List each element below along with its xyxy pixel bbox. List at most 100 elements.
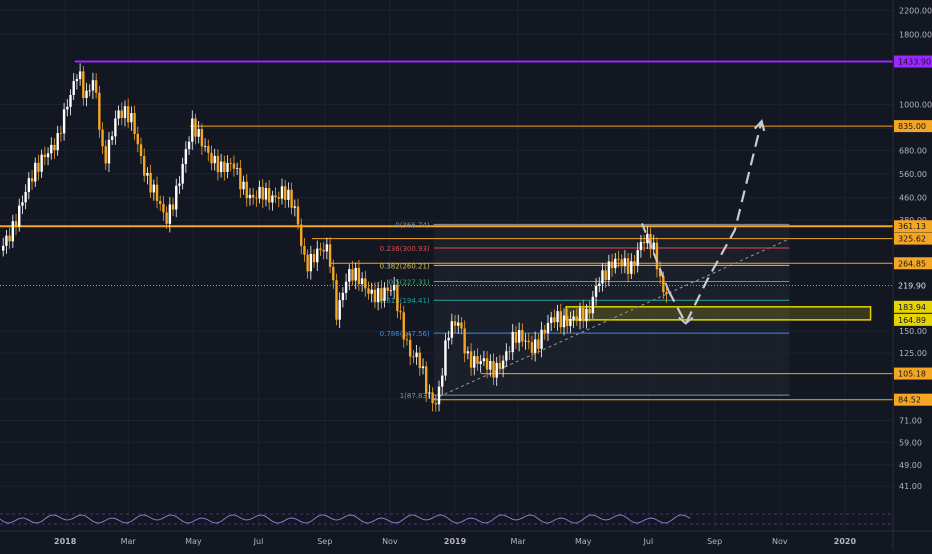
candle-body bbox=[473, 356, 476, 368]
candle-body bbox=[598, 283, 601, 286]
candle-body bbox=[546, 322, 550, 334]
candles-layer bbox=[2, 63, 668, 412]
candle-body bbox=[415, 352, 418, 357]
candle-body bbox=[8, 235, 11, 242]
candle-body bbox=[59, 133, 63, 134]
candle-body bbox=[441, 375, 444, 387]
candle-body bbox=[75, 79, 79, 82]
candle-body bbox=[610, 261, 614, 269]
y-tick-label: 49.00 bbox=[899, 461, 922, 470]
candle-body bbox=[383, 287, 386, 301]
candle-body bbox=[149, 172, 152, 193]
candle-body bbox=[431, 392, 434, 404]
candle-body bbox=[348, 269, 351, 282]
candle-body bbox=[245, 181, 248, 199]
candle-body bbox=[30, 178, 34, 182]
fib-level-label: 0(366.74) bbox=[395, 221, 430, 229]
x-tick-label: Nov bbox=[382, 537, 398, 546]
candle-body bbox=[85, 90, 88, 99]
candle-body bbox=[601, 270, 604, 284]
candle-body bbox=[364, 278, 367, 289]
candle-body bbox=[126, 106, 130, 123]
candle-body bbox=[357, 267, 361, 285]
candle-body bbox=[527, 340, 530, 343]
candle-body bbox=[194, 118, 197, 137]
y-tick-label: 1000.00 bbox=[899, 101, 932, 110]
candle-body bbox=[354, 267, 357, 281]
candle-body bbox=[43, 154, 47, 158]
candle-body bbox=[344, 281, 348, 293]
candle-body bbox=[559, 311, 562, 328]
candle-body bbox=[223, 161, 226, 172]
candle-body bbox=[264, 188, 268, 200]
candle-body bbox=[258, 186, 261, 199]
candle-body bbox=[229, 163, 232, 164]
current-price-tag-bg bbox=[894, 279, 932, 292]
candle-body bbox=[21, 202, 24, 206]
candle-body bbox=[181, 163, 184, 184]
candle-body bbox=[24, 191, 27, 203]
candle-body bbox=[338, 300, 341, 320]
x-tick-label: Mar bbox=[511, 537, 527, 546]
candle-body bbox=[373, 289, 377, 303]
x-tick-label: Jul bbox=[643, 537, 654, 546]
level-price-tag-bg bbox=[894, 55, 932, 68]
level-price-tag: 835.00 bbox=[898, 122, 926, 131]
candle-body bbox=[66, 106, 69, 110]
support-zone-box bbox=[565, 306, 872, 321]
candle-body bbox=[614, 258, 617, 269]
candle-body bbox=[255, 197, 258, 199]
candle-body bbox=[511, 331, 514, 353]
candle-body bbox=[665, 292, 668, 295]
candle-body bbox=[662, 276, 665, 293]
y-tick-label: 125.00 bbox=[899, 349, 927, 358]
candle-body bbox=[226, 163, 229, 172]
candle-body bbox=[62, 109, 66, 134]
candle-body bbox=[11, 221, 15, 242]
candle-body bbox=[139, 144, 143, 157]
candle-body bbox=[261, 186, 264, 200]
candle-body bbox=[306, 254, 309, 272]
candle-body bbox=[514, 331, 518, 343]
candle-body bbox=[56, 133, 59, 151]
candle-body bbox=[187, 141, 191, 150]
candle-body bbox=[495, 362, 498, 378]
candle-body bbox=[197, 129, 200, 137]
candle-body bbox=[332, 266, 335, 281]
candle-body bbox=[213, 155, 216, 164]
candle-body bbox=[370, 289, 373, 294]
level-price-tag: 325.62 bbox=[898, 235, 926, 244]
candle-body bbox=[325, 244, 329, 252]
candle-body bbox=[498, 362, 502, 369]
candle-body bbox=[421, 366, 425, 369]
projection-drop-leg bbox=[641, 222, 670, 292]
candle-body bbox=[360, 278, 364, 285]
candle-body bbox=[508, 351, 511, 353]
x-tick-label: Sep bbox=[707, 537, 722, 546]
time-axis[interactable]: 2018 Mar May Jul Sep Nov 2019 Mar May Jul Sep Nov 20… bbox=[54, 537, 856, 546]
candle-body bbox=[335, 280, 338, 320]
rsi-line bbox=[0, 514, 691, 524]
candle-body bbox=[14, 221, 18, 227]
candle-body bbox=[479, 361, 482, 365]
candle-body bbox=[524, 340, 527, 342]
candle-body bbox=[248, 194, 252, 199]
level-price-tag: 361.13 bbox=[898, 222, 926, 231]
fib-level-label: 0.5(227.31) bbox=[389, 279, 430, 287]
candle-body bbox=[405, 339, 409, 341]
candle-body bbox=[296, 206, 300, 225]
candle-body bbox=[322, 249, 325, 252]
candle-body bbox=[585, 309, 588, 322]
candle-body bbox=[120, 110, 123, 119]
candle-body bbox=[110, 136, 114, 140]
x-tick-label: 2018 bbox=[54, 537, 77, 546]
candle-body bbox=[165, 212, 168, 224]
candle-body bbox=[418, 352, 421, 369]
level-price-tag-bg bbox=[894, 257, 932, 270]
candle-body bbox=[210, 152, 213, 164]
candle-body bbox=[450, 321, 454, 338]
y-tick-label: 560.00 bbox=[899, 170, 927, 179]
